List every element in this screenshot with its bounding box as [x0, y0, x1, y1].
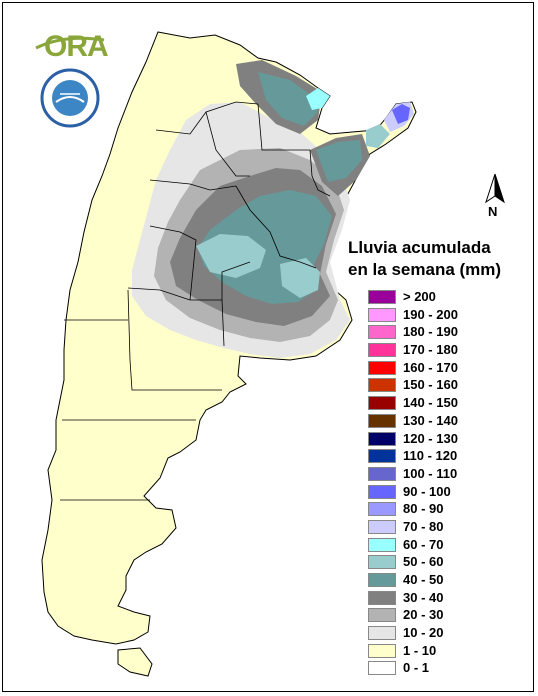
legend-item: 90 - 100	[368, 483, 498, 501]
legend-swatch	[368, 555, 396, 570]
legend-label: 60 - 70	[403, 536, 444, 552]
legend-item: 120 - 130	[368, 430, 498, 448]
legend-swatch	[368, 608, 396, 623]
legend-item: 20 - 30	[368, 606, 498, 624]
legend-item: 100 - 110	[368, 465, 498, 483]
legend-item: 190 - 200	[368, 306, 498, 324]
legend-label: 160 - 170	[403, 359, 458, 375]
province-borders	[60, 101, 331, 501]
legend-swatch	[368, 449, 396, 464]
north-arrow: N	[480, 172, 510, 222]
legend-item: 160 - 170	[368, 359, 498, 377]
legend-label: 100 - 110	[403, 465, 458, 481]
legend-label: 150 - 160	[403, 377, 458, 393]
legend-swatch	[368, 573, 396, 587]
legend-label: 50 - 60	[403, 554, 444, 570]
legend-label: 80 - 90	[403, 501, 444, 517]
legend: > 200 190 - 200 180 - 190 170 - 180 160 - 17…	[368, 288, 498, 677]
legend-swatch	[368, 378, 396, 393]
legend-item: 30 - 40	[368, 589, 498, 607]
legend-swatch	[368, 643, 396, 658]
legend-label: 20 - 30	[403, 607, 444, 623]
rain-zone-90-100	[392, 104, 410, 124]
legend-item: 150 - 160	[368, 376, 498, 394]
rain-zone-50-60-east	[280, 258, 320, 298]
legend-item: 40 - 50	[368, 571, 498, 589]
legend-item: 1 - 10	[368, 642, 498, 660]
legend-item: 0 - 1	[368, 659, 498, 677]
legend-label: 10 - 20	[403, 625, 444, 641]
legend-label: 130 - 140	[403, 412, 458, 428]
legend-swatch	[368, 537, 396, 552]
north-label: N	[488, 204, 498, 219]
legend-swatch	[368, 290, 396, 304]
legend-label: 70 - 80	[403, 518, 444, 534]
legend-item: 50 - 60	[368, 553, 498, 571]
legend-swatch	[368, 519, 396, 534]
legend-swatch	[368, 307, 396, 322]
legend-title-line2: en la semana (mm)	[348, 260, 502, 279]
legend-swatch	[368, 325, 396, 340]
rain-zone-40-50-east	[316, 140, 362, 182]
rain-zone-50-60-ne	[366, 124, 390, 148]
legend-swatch	[368, 502, 396, 517]
legend-item: 110 - 120	[368, 447, 498, 465]
legend-swatch	[368, 431, 396, 446]
legend-item: 60 - 70	[368, 536, 498, 554]
legend-item: > 200	[368, 288, 498, 306]
tierra-del-fuego	[117, 647, 153, 677]
ora-logo-text: ORA	[44, 30, 109, 63]
ora-logo: ORA	[34, 26, 109, 63]
legend-swatch	[368, 413, 396, 428]
legend-swatch	[368, 484, 396, 499]
legend-item: 130 - 140	[368, 412, 498, 430]
legend-label: 180 - 190	[403, 324, 458, 340]
rain-zone-40-50-north	[258, 72, 318, 126]
legend-label: 190 - 200	[403, 306, 458, 322]
legend-item: 180 - 190	[368, 323, 498, 341]
legend-swatch	[368, 360, 396, 375]
rain-zone-60-70	[306, 88, 330, 110]
legend-label: 30 - 40	[403, 589, 444, 605]
legend-label: > 200	[403, 289, 436, 304]
legend-label: 110 - 120	[403, 448, 458, 464]
legend-swatch	[368, 661, 396, 676]
legend-item: 70 - 80	[368, 518, 498, 536]
legend-title-line1: Lluvia acumulada	[348, 238, 491, 257]
legend-swatch	[368, 626, 396, 641]
institution-seal	[40, 68, 100, 128]
legend-label: 140 - 150	[403, 395, 458, 411]
legend-label: 120 - 130	[403, 430, 458, 446]
legend-label: 40 - 50	[403, 572, 444, 587]
legend-label: 90 - 100	[403, 483, 451, 499]
legend-label: 170 - 180	[403, 342, 458, 358]
legend-swatch	[368, 343, 396, 358]
north-arrow-icon	[485, 173, 505, 204]
legend-item: 140 - 150	[368, 394, 498, 412]
rain-zone-50-60	[196, 234, 266, 278]
legend-item: 80 - 90	[368, 500, 498, 518]
legend-item: 10 - 20	[368, 624, 498, 642]
legend-swatch	[368, 466, 396, 481]
legend-swatch	[368, 396, 396, 411]
legend-label: 0 - 1	[403, 660, 430, 676]
legend-item: 170 - 180	[368, 341, 498, 359]
legend-label: 1 - 10	[403, 642, 437, 658]
legend-swatch	[368, 590, 396, 605]
